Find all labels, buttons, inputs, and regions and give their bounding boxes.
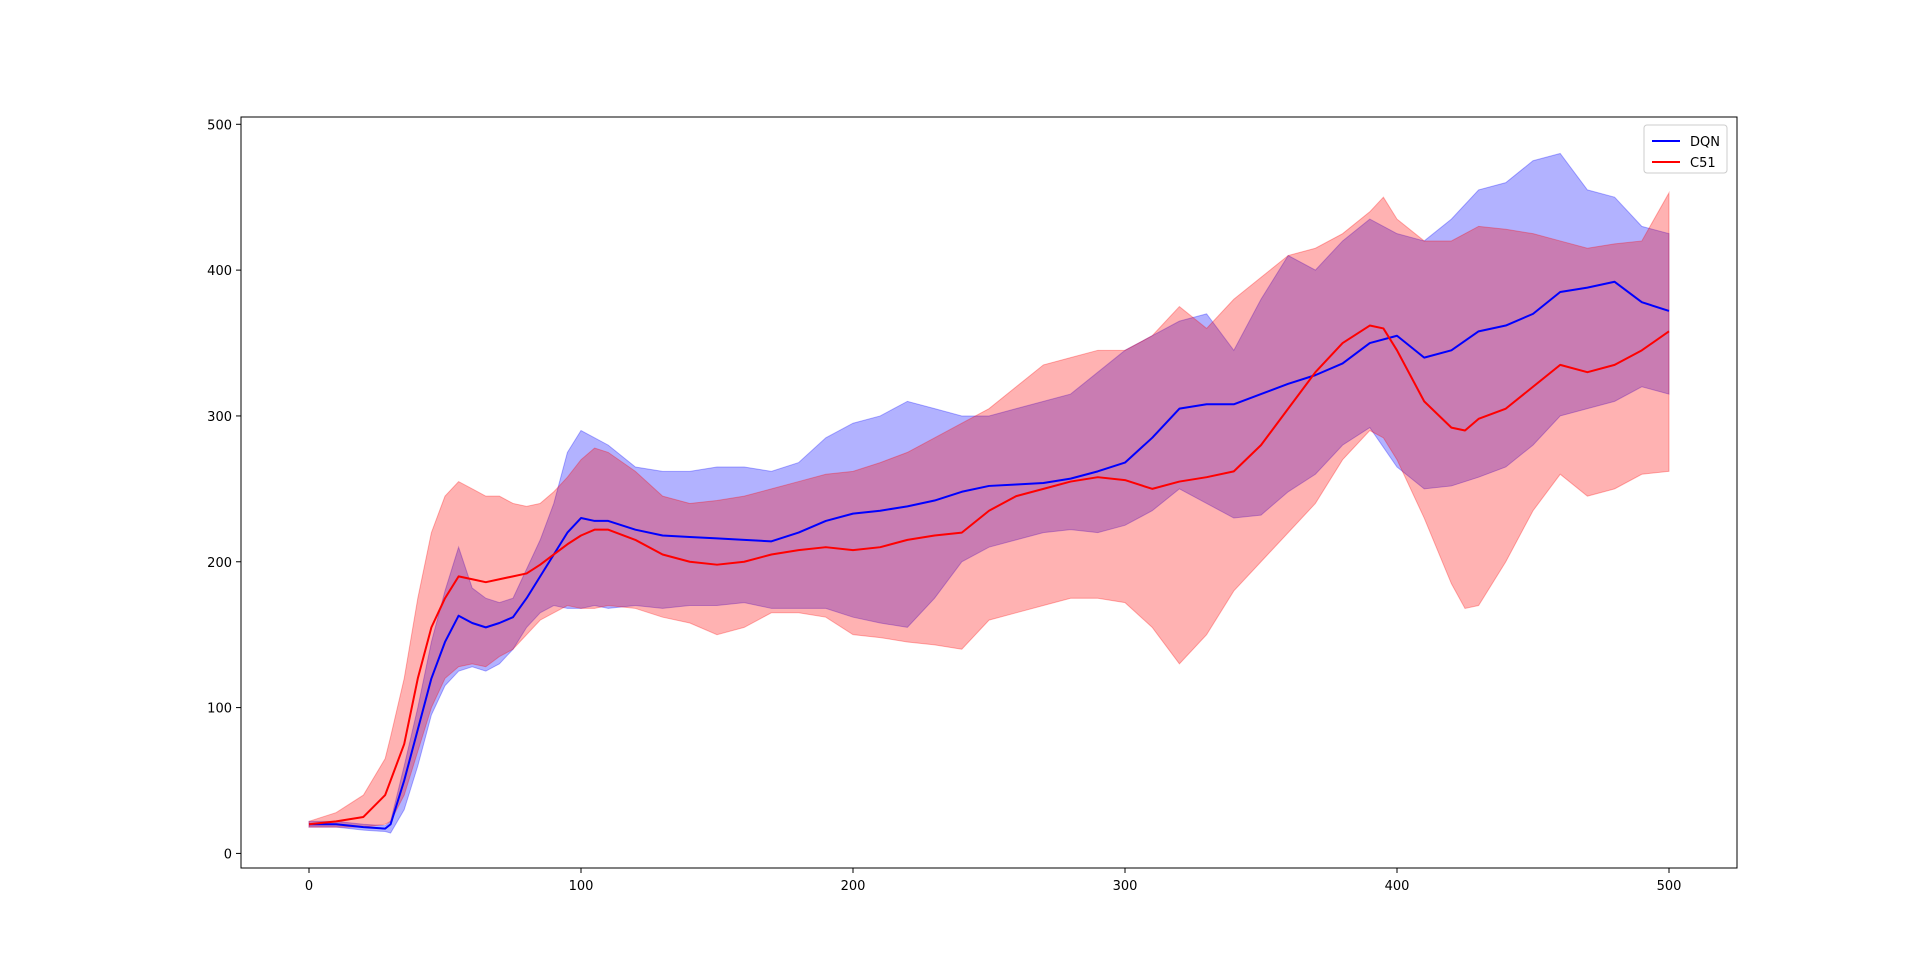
- x-tick-label: 400: [1385, 879, 1410, 894]
- x-axis: 0 100 200 300 400 500: [305, 868, 1682, 894]
- dqn-line: [309, 280, 1670, 830]
- y-tick-label: 300: [207, 410, 232, 425]
- x-tick-label: 200: [841, 879, 866, 894]
- x-tick-label: 500: [1657, 879, 1682, 894]
- x-tick-label: 300: [1113, 879, 1138, 894]
- y-axis: 0 100 200 300 400 500: [207, 118, 241, 862]
- dqn-band: [308, 152, 1670, 834]
- c51-line: [308, 324, 1670, 826]
- legend-label-dqn: DQN: [1690, 135, 1720, 150]
- series-lines: [308, 280, 1670, 830]
- confidence-bands: [308, 152, 1670, 834]
- axes-frame: [240, 116, 1738, 869]
- y-tick-label: 0: [224, 847, 232, 862]
- y-tick-label: 500: [207, 118, 232, 133]
- legend-label-c51: C51: [1690, 156, 1716, 171]
- y-tick-label: 400: [207, 264, 232, 279]
- y-tick-label: 100: [207, 702, 232, 717]
- x-tick-label: 100: [569, 879, 594, 894]
- legend: DQN C51: [1643, 124, 1728, 174]
- x-tick-label: 0: [305, 879, 313, 894]
- y-tick-label: 200: [207, 556, 232, 571]
